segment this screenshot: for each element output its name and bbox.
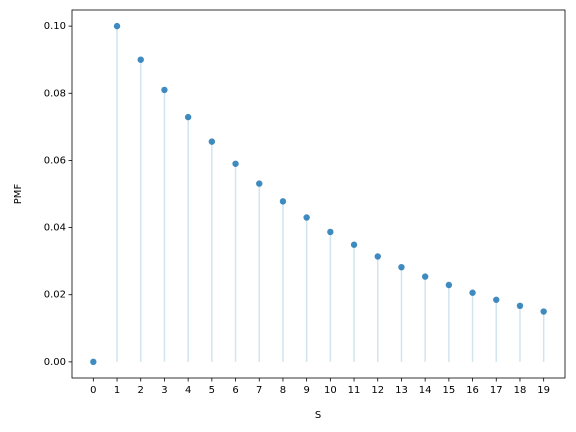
x-tick-label: 17 xyxy=(490,385,503,396)
stem-marker xyxy=(421,273,429,280)
x-tick-label: 11 xyxy=(348,385,361,396)
stem-marker xyxy=(279,198,287,205)
x-tick-label: 12 xyxy=(371,385,384,396)
stem-marker xyxy=(374,253,381,260)
stem-marker xyxy=(113,22,121,30)
x-tick-label: 2 xyxy=(138,385,144,396)
x-axis-label: S xyxy=(315,410,321,421)
stem-marker xyxy=(232,160,239,167)
x-tick-label: 15 xyxy=(442,385,455,396)
x-tick-label: 14 xyxy=(419,385,432,396)
y-tick-label: 0.02 xyxy=(44,290,66,301)
stem-marker xyxy=(350,241,358,248)
stem-marker xyxy=(445,281,453,289)
x-tick-label: 4 xyxy=(185,385,191,396)
x-tick-label: 3 xyxy=(161,385,167,396)
stem-marker xyxy=(208,138,216,145)
x-tick-label: 6 xyxy=(232,385,238,396)
stem-marker xyxy=(184,113,192,121)
x-tick-label: 0 xyxy=(90,385,96,396)
y-tick-label: 0.06 xyxy=(44,155,66,166)
stem-marker xyxy=(398,263,405,271)
y-tick-label: 0.08 xyxy=(44,88,66,99)
stem-marker xyxy=(327,228,334,236)
x-tick-label: 10 xyxy=(324,385,337,396)
plot-frame xyxy=(71,9,566,379)
stem-marker xyxy=(90,358,97,366)
x-tick-label: 5 xyxy=(209,385,215,396)
y-tick-label: 0.00 xyxy=(44,357,66,368)
x-tick-label: 1 xyxy=(114,385,120,396)
stem-marker xyxy=(469,289,476,296)
stem-marker xyxy=(303,214,310,221)
stem-marker xyxy=(493,296,500,303)
stem-marker xyxy=(516,302,524,310)
y-tick-label: 0.04 xyxy=(44,223,66,234)
stem-marker xyxy=(137,56,144,63)
x-tick-label: 9 xyxy=(303,385,309,396)
stem-marker xyxy=(540,308,547,315)
x-tick-label: 18 xyxy=(514,385,527,396)
x-tick-label: 7 xyxy=(256,385,262,396)
y-axis-label: PMF xyxy=(13,184,24,205)
stem-marker xyxy=(256,180,263,187)
x-tick-label: 19 xyxy=(537,385,550,396)
y-tick-label: 0.10 xyxy=(44,21,66,32)
x-tick-label: 16 xyxy=(466,385,479,396)
stem-marker xyxy=(161,86,168,94)
x-tick-label: 8 xyxy=(280,385,286,396)
x-tick-label: 13 xyxy=(395,385,408,396)
